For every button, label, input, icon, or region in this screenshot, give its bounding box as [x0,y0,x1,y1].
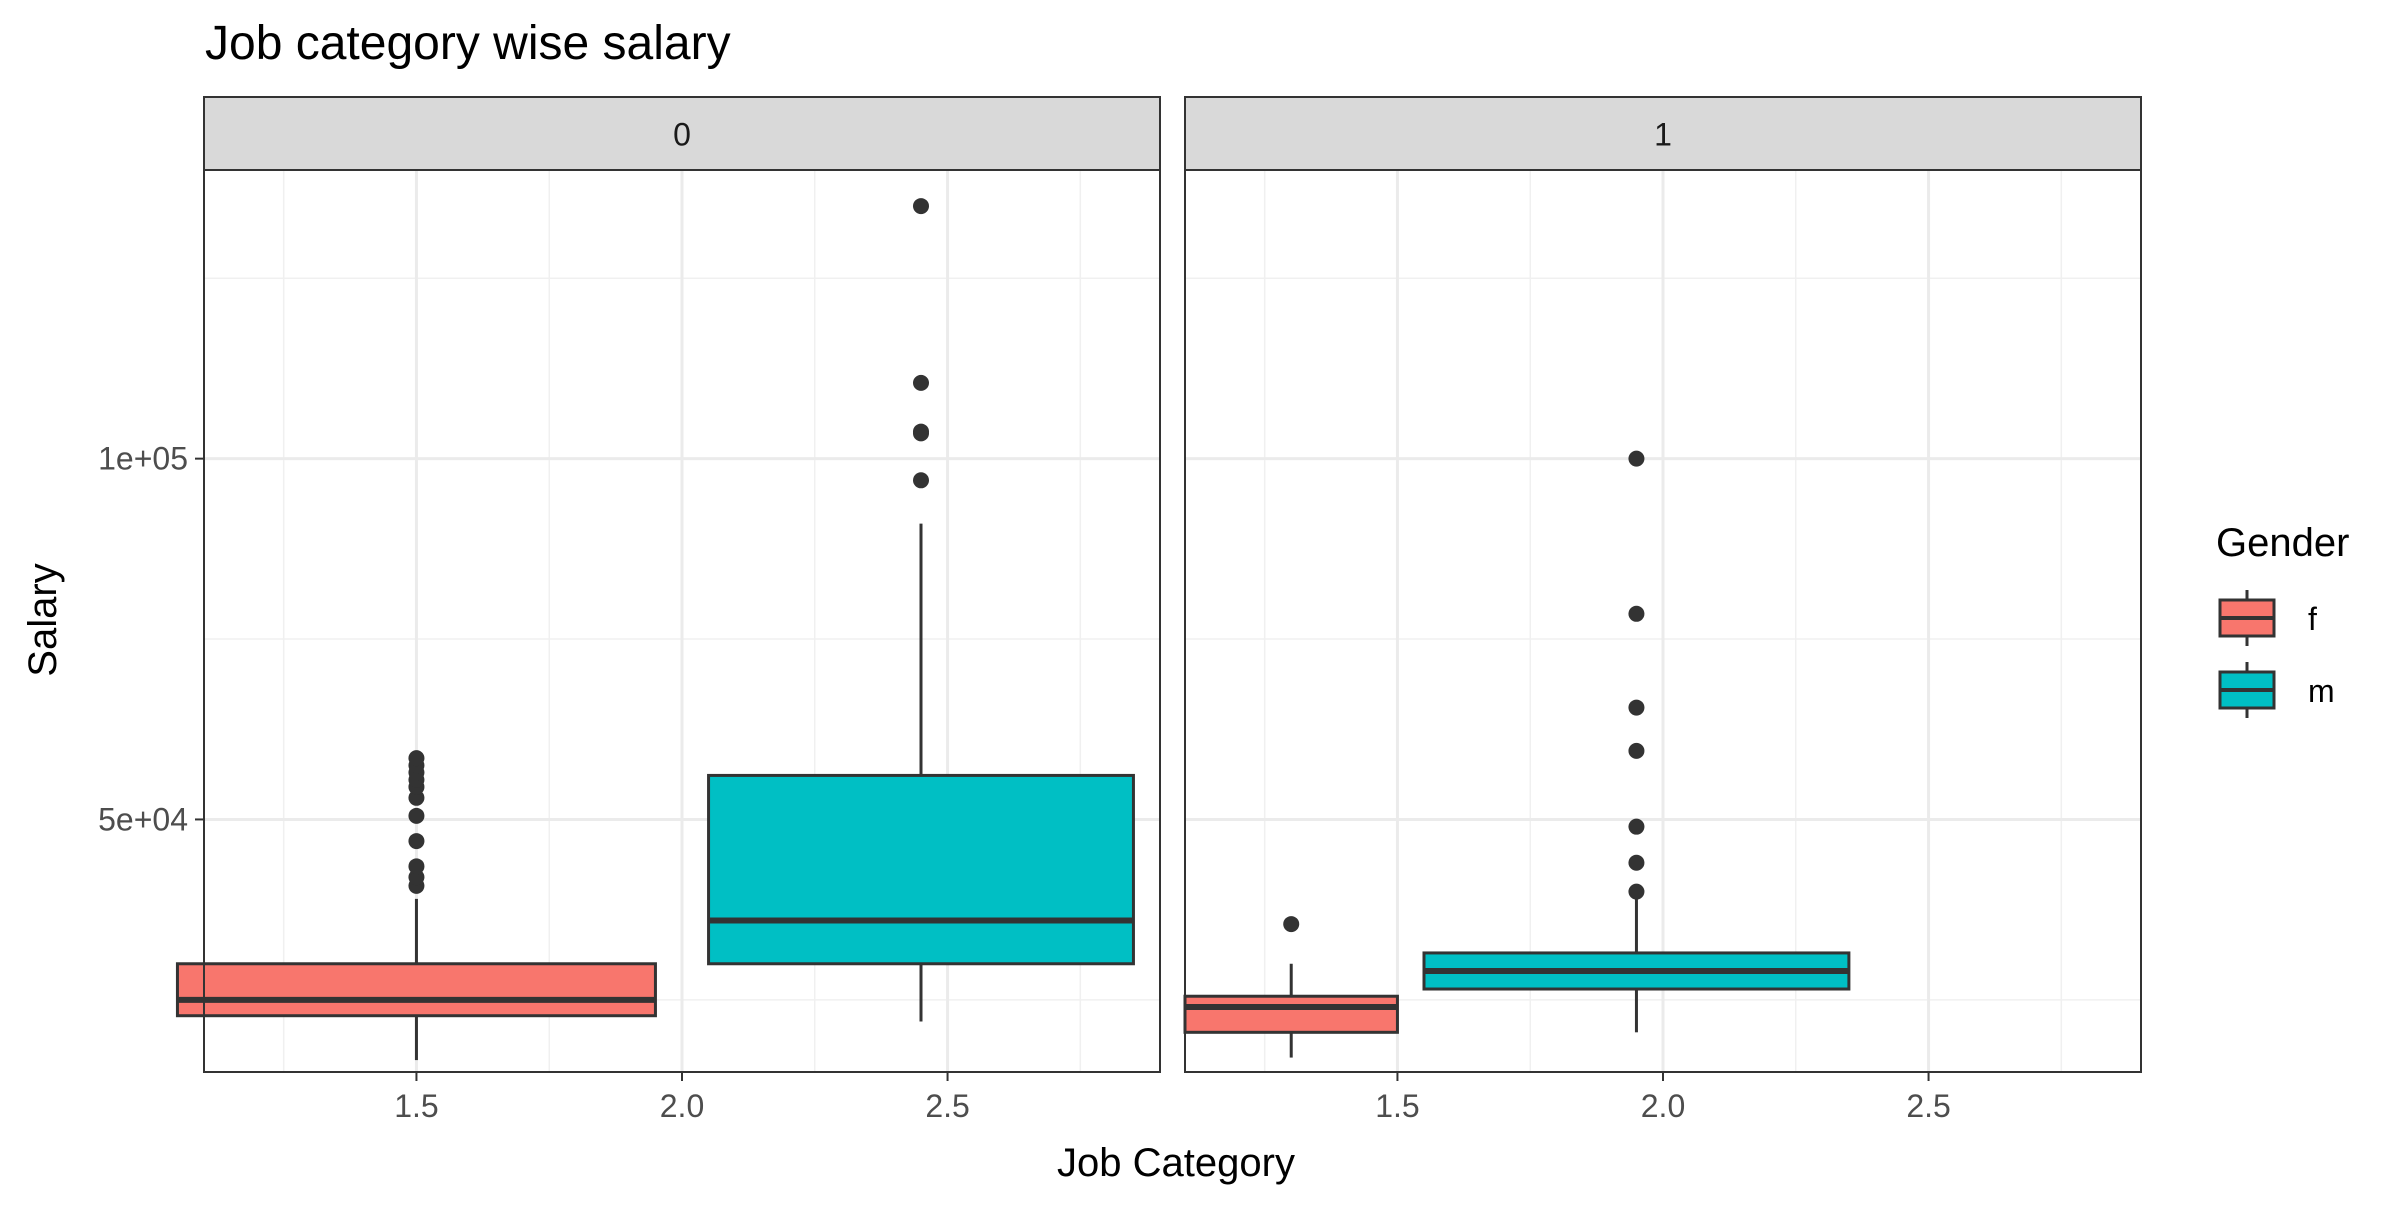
legend-entry-m: m [2218,662,2335,718]
outlier-point [1283,916,1300,933]
x-tick-label: 2.5 [1906,1088,1950,1124]
outlier-point [1628,742,1645,759]
box-iqr [175,962,657,1018]
outlier-point [1628,699,1645,716]
legend-label-m: m [2308,673,2335,709]
facet-strip-label: 0 [673,117,691,153]
x-tick-label: 2.0 [660,1088,704,1124]
outlier-point [1628,854,1645,871]
boxplot-m [1422,450,1851,1033]
boxplot-f [175,750,657,1061]
outlier-point [1628,605,1645,622]
outlier-point [913,374,929,391]
facet-strip-label: 1 [1654,117,1672,153]
facet-strip [1184,96,2142,171]
outlier-point [1628,883,1645,900]
x-tick-label: 1.5 [394,1088,438,1124]
outlier-point [408,750,425,767]
boxplot-f [1183,916,1399,1058]
legend: Gender fm [2216,521,2349,718]
boxplot-m [707,198,1135,1022]
y-axis-label: Salary [21,563,65,676]
outlier-point [408,858,425,875]
facet-panel-1: 1 1.5 2.0 2.5 [1183,96,2142,1124]
x-tick-label: 1.5 [1375,1088,1419,1124]
x-tick-label: 2.5 [925,1088,969,1124]
outlier-point [1628,818,1645,835]
box-iqr [1183,994,1399,1034]
legend-label-f: f [2308,601,2317,637]
legend-entry-f: f [2218,590,2317,646]
legend-entries: fm [2218,590,2335,718]
outlier-point [913,423,929,440]
outlier-point [408,833,425,850]
box-iqr [707,773,1135,966]
outlier-point [408,807,425,824]
outlier-point [1628,450,1645,467]
y-tick-label: 1e+05 [98,441,188,477]
facet-strip [203,96,1161,171]
y-tick-label: 5e+04 [98,801,188,837]
x-axis-label: Job Category [1057,1141,1295,1185]
outlier-point [913,198,929,215]
outlier-point [913,472,929,489]
facet-panel-0: 0 1.5 2.0 2.5 5e+04 1e+05 [98,96,1161,1124]
x-tick-label: 2.0 [1641,1088,1685,1124]
legend-title: Gender [2216,521,2349,565]
panels: 0 1.5 2.0 2.5 5e+04 1e+05 1 1.5 2.0 2.5 [98,96,2142,1124]
chart-title: Job category wise salary [205,17,731,70]
